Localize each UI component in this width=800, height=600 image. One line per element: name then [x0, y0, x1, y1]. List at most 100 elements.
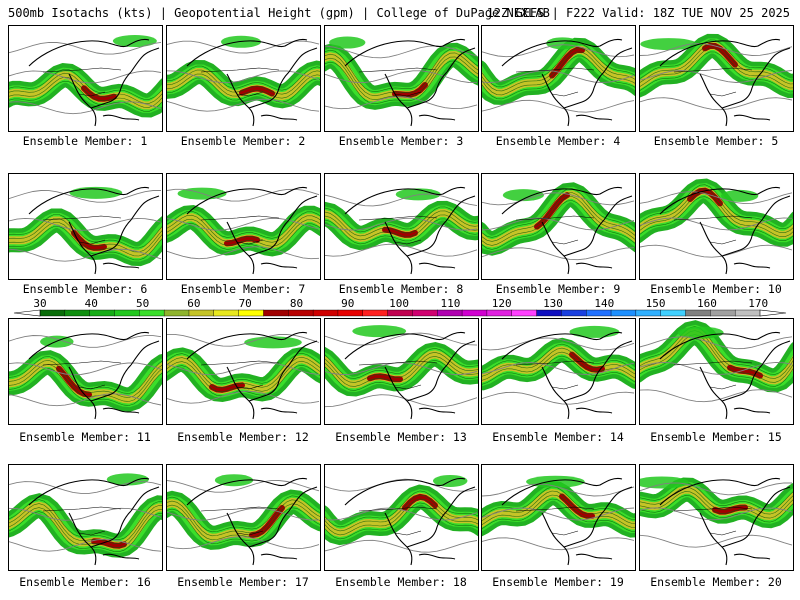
jet-stream-map	[167, 474, 320, 566]
ensemble-map-panel	[639, 173, 794, 280]
colorbar-tick-label: 90	[341, 297, 354, 310]
panel-caption: Ensemble Member: 20	[650, 575, 782, 589]
jet-stream-map	[9, 35, 162, 127]
isotach-band	[167, 59, 320, 109]
isotach-band	[640, 33, 793, 99]
jet-stream-map	[167, 186, 320, 275]
jet-stream-map	[640, 33, 793, 127]
panel-caption: Ensemble Member: 13	[335, 430, 467, 444]
coastline-outline	[501, 331, 633, 420]
colorbar-swatch	[561, 309, 587, 317]
coastline-outline	[501, 38, 633, 127]
panel-caption: Ensemble Member: 14	[492, 430, 624, 444]
ensemble-map-panel	[324, 318, 479, 425]
colorbar-swatch	[39, 309, 66, 317]
jet-stream-map	[9, 186, 162, 275]
coastline-outline	[659, 331, 791, 420]
ensemble-map-panel	[8, 173, 163, 280]
isotach-band	[482, 480, 635, 538]
isotach-band	[640, 178, 793, 247]
colorbar-tick-label: 170	[748, 297, 768, 310]
isotach-colorbar: 30 40 50 60 70 80 90 100 110 120 130 140 150 160 170	[0, 296, 800, 320]
isotach-band	[640, 477, 793, 529]
coastline-outline	[659, 477, 791, 566]
jet-stream-map	[640, 476, 793, 566]
jet-stream-map	[167, 331, 320, 420]
coastline-outline	[186, 38, 318, 127]
colorbar-swatch	[213, 309, 240, 317]
jet-stream-map	[325, 474, 478, 566]
isotach-band	[9, 208, 162, 267]
isotach-band	[9, 62, 162, 118]
colorbar-swatch	[412, 309, 438, 317]
coastline-outline	[344, 38, 476, 127]
colorbar-swatch	[635, 309, 662, 317]
panel-caption: Ensemble Member: 7	[180, 282, 306, 296]
coastline-outline	[501, 186, 633, 275]
isotach-band	[482, 337, 635, 391]
ensemble-map-panel	[639, 25, 794, 132]
colorbar-swatch	[312, 309, 339, 317]
ensemble-map-panel	[324, 25, 479, 132]
panel-caption: Ensemble Member: 18	[335, 575, 467, 589]
coastline-outline	[344, 477, 476, 566]
coastline-outline	[501, 477, 633, 566]
coastline-outline	[659, 186, 791, 275]
jet-stream-map	[482, 325, 635, 420]
coastline-outline	[28, 477, 160, 566]
colorbar-swatch	[337, 309, 364, 317]
jet-stream-map	[640, 178, 793, 275]
isotach-band	[167, 346, 320, 403]
isotach-band	[325, 341, 478, 397]
coastline-outline	[344, 331, 476, 420]
jet-stream-map	[9, 473, 162, 566]
colorbar-tick-label: 30	[33, 297, 46, 310]
colorbar-swatch	[163, 309, 190, 317]
isotach-band	[9, 350, 162, 412]
ensemble-map-panel	[166, 318, 321, 425]
colorbar-swatch	[511, 309, 538, 317]
colorbar-swatch	[64, 309, 91, 317]
colorbar-swatch	[660, 309, 687, 317]
colorbar-swatch	[437, 309, 463, 317]
ensemble-map-panel	[324, 464, 479, 571]
coastline-outline	[344, 186, 476, 275]
colorbar-swatch	[188, 309, 215, 317]
ensemble-map-panel	[166, 173, 321, 280]
colorbar-swatch	[610, 309, 637, 317]
panel-caption: Ensemble Member: 2	[180, 134, 306, 148]
colorbar-swatch	[486, 309, 513, 317]
jet-stream-map	[167, 35, 320, 127]
map-title-right: 12Z GEFS | F222 Valid: 18Z TUE NOV 25 20…	[486, 6, 790, 20]
ensemble-map-panel	[481, 173, 636, 280]
panel-caption: Ensemble Member: 17	[177, 575, 309, 589]
isotach-band	[640, 320, 793, 393]
isotach-band	[9, 493, 162, 558]
colorbar-swatch	[536, 309, 562, 317]
colorbar-swatch	[263, 309, 289, 317]
panel-caption: Ensemble Member: 15	[650, 430, 782, 444]
panel-caption: Ensemble Member: 6	[22, 282, 148, 296]
colorbar-left-arrow	[13, 309, 41, 317]
panel-caption: Ensemble Member: 4	[495, 134, 621, 148]
colorbar-right-arrow	[759, 309, 787, 317]
colorbar-swatch	[89, 309, 115, 317]
colorbar-swatch	[685, 309, 711, 317]
isotach-band	[325, 200, 478, 251]
isotach-band	[482, 37, 635, 105]
ensemble-map-panel	[481, 25, 636, 132]
ensemble-map-panel	[481, 464, 636, 571]
colorbar-tick-label: 130	[543, 297, 563, 310]
jet-stream-map	[325, 36, 478, 127]
colorbar-swatch	[288, 309, 314, 317]
jet-stream-map	[9, 331, 162, 420]
ensemble-map-panel	[8, 25, 163, 132]
colorbar-swatch	[387, 309, 413, 317]
colorbar-swatch	[734, 309, 761, 317]
panel-caption: Ensemble Member: 19	[492, 575, 624, 589]
colorbar-tick-label: 50	[136, 297, 149, 310]
ensemble-map-panel	[8, 464, 163, 571]
colorbar-tick-label: 70	[239, 297, 252, 310]
colorbar-tick-label: 40	[85, 297, 98, 310]
isotach-band	[167, 205, 320, 257]
